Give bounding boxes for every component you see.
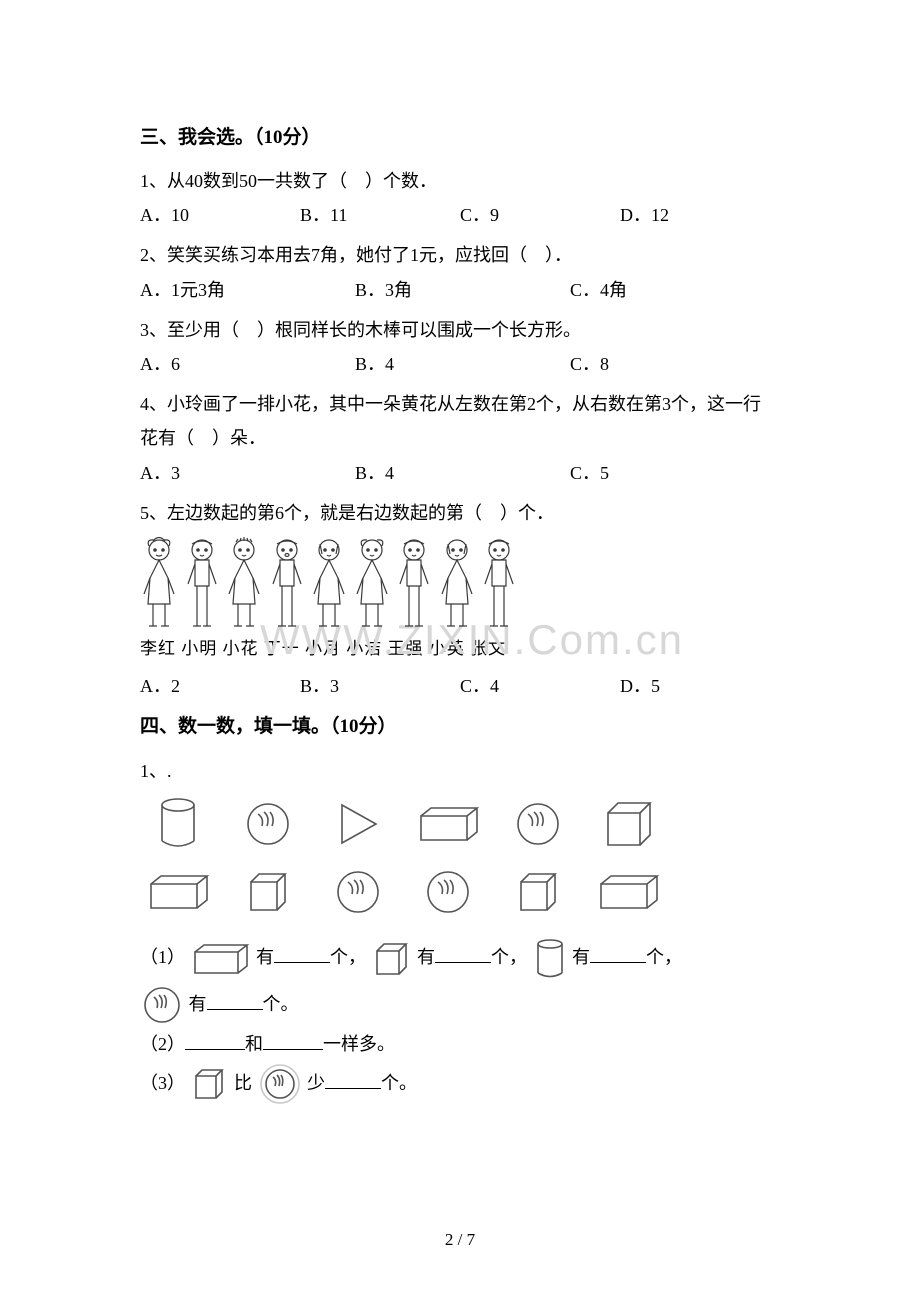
q3-2-opt-b: B．3角	[355, 273, 570, 307]
blank	[590, 943, 646, 963]
triangle-icon	[330, 798, 386, 850]
text: 个，	[646, 947, 682, 967]
q3-5-stem: 5、左边数起的第6个，就是右边数起的第（ ）个．	[140, 496, 780, 530]
text: 个。	[263, 994, 299, 1014]
cube-icon	[240, 866, 296, 918]
text: 少	[307, 1073, 325, 1093]
sphere-icon	[420, 866, 476, 918]
cube-icon	[373, 941, 411, 977]
child-icon	[353, 536, 391, 631]
q3-5-opt-a: A．2	[140, 669, 300, 703]
children-illustration	[140, 536, 780, 631]
section-4-title: 四、数一数，填一填。（10分）	[140, 709, 780, 745]
text: 有	[256, 947, 274, 967]
cylinder-icon	[150, 798, 206, 850]
blank	[274, 943, 330, 963]
q3-4-opt-c: C．5	[570, 456, 785, 490]
q4-1-sub2: （2） 和 一样多。	[140, 1027, 780, 1061]
text: 一样多。	[323, 1034, 395, 1054]
q3-1: 1、从40数到50一共数了（ ）个数． A．10 B．11 C．9 D．12	[140, 164, 780, 232]
child-icon	[310, 536, 348, 631]
q4-1-sub1: （1） 有 个， 有 个， 有 个，	[140, 934, 780, 1028]
q3-5: 5、左边数起的第6个，就是右边数起的第（ ）个．	[140, 496, 780, 704]
q3-3-opt-c: C．8	[570, 347, 785, 381]
blank	[185, 1031, 245, 1051]
child-icon	[480, 536, 518, 631]
q3-1-opt-a: A．10	[140, 198, 300, 232]
q3-4: 4、小玲画了一排小花，其中一朵黄花从左数在第2个，从右数在第3个，这一行 花有（…	[140, 387, 780, 490]
q3-1-stem: 1、从40数到50一共数了（ ）个数．	[140, 164, 780, 198]
cube-icon	[600, 798, 656, 850]
cuboid-icon	[192, 942, 250, 976]
q3-4-opt-b: B．4	[355, 456, 570, 490]
q3-3-stem: 3、至少用（ ）根同样长的木棒可以围成一个长方形。	[140, 313, 780, 347]
shape-row	[140, 798, 780, 850]
text: 个，	[330, 947, 366, 967]
text: 比	[234, 1073, 252, 1093]
q4-1-label: 1、.	[140, 754, 780, 788]
q3-1-opt-d: D．12	[620, 198, 780, 232]
blank	[263, 1031, 323, 1051]
q3-4-options: A．3 B．4 C．5	[140, 456, 780, 490]
q3-5-options: A．2 B．3 C．4 D．5	[140, 669, 780, 703]
sphere-icon	[142, 985, 182, 1025]
q3-3-opt-b: B．4	[355, 347, 570, 381]
sphere-icon	[240, 798, 296, 850]
sphere-icon	[330, 866, 386, 918]
q3-2-options: A．1元3角 B．3角 C．4角	[140, 273, 780, 307]
sphere-icon	[510, 798, 566, 850]
cube-icon	[192, 1067, 228, 1101]
q3-5-opt-c: C．4	[460, 669, 620, 703]
text: 有	[189, 994, 207, 1014]
section-3-title: 三、我会选。（10分）	[140, 120, 780, 156]
cube-icon	[510, 866, 566, 918]
child-icon	[140, 536, 178, 631]
blank	[325, 1069, 381, 1089]
text: 个，	[491, 947, 527, 967]
page-content: 三、我会选。（10分） 1、从40数到50一共数了（ ）个数． A．10 B．1…	[0, 0, 920, 1171]
text: 个。	[381, 1073, 417, 1093]
sphere-circled-icon	[259, 1063, 301, 1105]
shape-row	[140, 866, 780, 918]
label: （2）	[140, 1034, 185, 1054]
child-icon	[395, 536, 433, 631]
child-icon	[438, 536, 476, 631]
q3-3-opt-a: A．6	[140, 347, 355, 381]
child-icon	[225, 536, 263, 631]
blank	[207, 990, 263, 1010]
q3-4-stem2: 花有（ ）朵．	[140, 421, 780, 455]
q4-1: 1、.	[140, 754, 780, 1106]
q3-2-opt-c: C．4角	[570, 273, 785, 307]
blank	[435, 943, 491, 963]
q3-3: 3、至少用（ ）根同样长的木棒可以围成一个长方形。 A．6 B．4 C．8	[140, 313, 780, 381]
q3-1-options: A．10 B．11 C．9 D．12	[140, 198, 780, 232]
text: 有	[417, 947, 435, 967]
cylinder-icon	[534, 938, 566, 980]
child-icon	[268, 536, 306, 631]
q3-1-opt-c: C．9	[460, 198, 620, 232]
child-icon	[183, 536, 221, 631]
cuboid-icon	[600, 866, 656, 918]
shapes-grid	[140, 798, 780, 918]
q3-5-opt-b: B．3	[300, 669, 460, 703]
cuboid-icon	[150, 866, 206, 918]
children-names: 李红 小明 小花 丁一 小月 小洁 王强 小英 张文	[140, 633, 780, 665]
q3-4-opt-a: A．3	[140, 456, 355, 490]
page-number: 2 / 7	[0, 1224, 920, 1256]
q4-1-sub3: （3） 比 少 个。	[140, 1062, 780, 1106]
q3-2-opt-a: A．1元3角	[140, 273, 355, 307]
cuboid-icon	[420, 798, 476, 850]
q3-1-opt-b: B．11	[300, 198, 460, 232]
text: 和	[245, 1034, 263, 1054]
text: 有	[572, 947, 590, 967]
q3-5-opt-d: D．5	[620, 669, 780, 703]
q3-2-stem: 2、笑笑买练习本用去7角，她付了1元，应找回（ ）．	[140, 238, 780, 272]
q3-4-stem1: 4、小玲画了一排小花，其中一朵黄花从左数在第2个，从右数在第3个，这一行	[140, 387, 780, 421]
q3-2: 2、笑笑买练习本用去7角，她付了1元，应找回（ ）． A．1元3角 B．3角 C…	[140, 238, 780, 306]
q3-3-options: A．6 B．4 C．8	[140, 347, 780, 381]
label: （3）	[140, 1073, 185, 1093]
label: （1）	[140, 947, 185, 967]
